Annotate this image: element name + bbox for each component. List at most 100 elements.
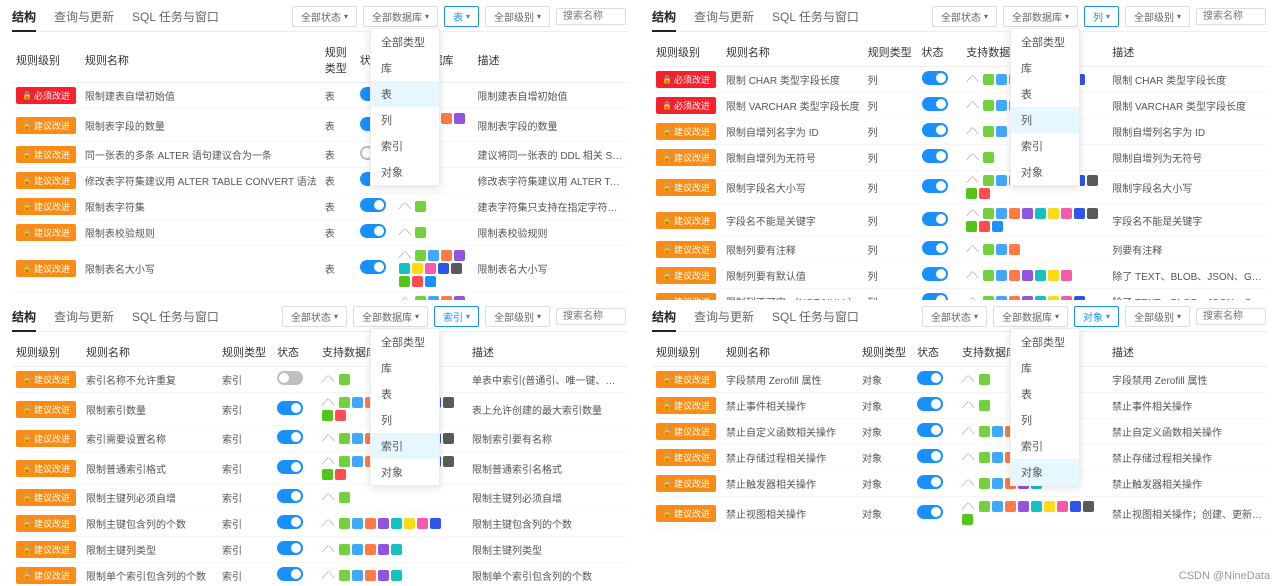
rule-name[interactable]: 限制列不可空 （NOT NULL） (722, 289, 864, 301)
rule-name[interactable]: 限制 CHAR 类型字段长度 (722, 67, 864, 93)
filter-status[interactable]: 全部状态▾ (922, 306, 987, 327)
dropdown-item-object[interactable]: 对象 (1011, 159, 1079, 185)
dropdown-item-db[interactable]: 库 (1011, 55, 1079, 81)
status-toggle[interactable] (277, 430, 303, 444)
dropdown-item-all_type[interactable]: 全部类型 (371, 29, 439, 55)
dropdown-item-column[interactable]: 列 (371, 407, 439, 433)
rule-name[interactable]: 修改表字符集建议用 ALTER TABLE CONVERT 语法 (81, 168, 321, 194)
rule-name[interactable]: 索引需要设置名称 (82, 426, 218, 452)
status-toggle[interactable] (922, 241, 948, 255)
dropdown-item-object[interactable]: 对象 (371, 159, 439, 185)
tab-structure[interactable]: 结构 (652, 8, 676, 32)
dropdown-item-table[interactable]: 表 (371, 81, 439, 107)
status-toggle[interactable] (922, 267, 948, 281)
filter-level[interactable]: 全部级别▾ (1125, 306, 1190, 327)
dropdown-item-table[interactable]: 表 (1011, 381, 1079, 407)
tab-sql[interactable]: SQL 任务与窗口 (132, 308, 219, 325)
status-toggle[interactable] (277, 567, 303, 581)
rule-name[interactable]: 限制 VARCHAR 类型字段长度 (722, 93, 864, 119)
filter-type[interactable]: 表▾ (444, 6, 479, 27)
rule-name[interactable]: 限制表字段的数量 (81, 109, 321, 142)
dropdown-item-table[interactable]: 表 (1011, 81, 1079, 107)
rule-name[interactable]: 限制建表自增初始值 (81, 83, 321, 109)
dropdown-item-db[interactable]: 库 (371, 55, 439, 81)
rule-name[interactable]: 限制主键列必须自增 (82, 485, 218, 511)
tab-sql[interactable]: SQL 任务与窗口 (132, 8, 219, 25)
tab-sql[interactable]: SQL 任务与窗口 (772, 308, 859, 325)
rule-name[interactable]: 限制普通索引格式 (82, 452, 218, 485)
rule-name[interactable]: 限制列要有注释 (722, 237, 864, 263)
filter-level[interactable]: 全部级别▾ (485, 306, 550, 327)
rule-name[interactable]: 限制自增列名字为 ID (722, 119, 864, 145)
status-toggle[interactable] (360, 260, 386, 274)
status-toggle[interactable] (277, 515, 303, 529)
filter-level[interactable]: 全部级别▾ (1125, 6, 1190, 27)
dropdown-item-column[interactable]: 列 (371, 107, 439, 133)
filter-type[interactable]: 对象▾ (1074, 306, 1119, 327)
rule-name[interactable]: 限制单个索引包含列的个数 (82, 563, 218, 586)
dropdown-item-all_type[interactable]: 全部类型 (371, 329, 439, 355)
rule-name[interactable]: 字段禁用 Zerofill 属性 (722, 367, 858, 393)
filter-status[interactable]: 全部状态▾ (292, 6, 357, 27)
status-toggle[interactable] (922, 212, 948, 226)
rule-name[interactable]: 限制表字符集 (81, 194, 321, 220)
rule-name[interactable]: 禁止事件相关操作 (722, 393, 858, 419)
dropdown-item-all_type[interactable]: 全部类型 (1011, 29, 1079, 55)
tab-structure[interactable]: 结构 (12, 308, 36, 332)
filter-db[interactable]: 全部数据库▾ (993, 306, 1068, 327)
dropdown-item-object[interactable]: 对象 (371, 459, 439, 485)
status-toggle[interactable] (922, 71, 948, 85)
rule-name[interactable]: 索引名称不允许重复 (82, 367, 218, 393)
status-toggle[interactable] (922, 97, 948, 111)
rule-name[interactable]: 限制索引数量 (82, 393, 218, 426)
dropdown-item-column[interactable]: 列 (1011, 107, 1079, 133)
filter-db[interactable]: 全部数据库▾ (363, 6, 438, 27)
tab-query[interactable]: 查询与更新 (54, 308, 114, 325)
dropdown-item-index[interactable]: 索引 (371, 433, 439, 459)
dropdown-item-db[interactable]: 库 (371, 355, 439, 381)
tab-sql[interactable]: SQL 任务与窗口 (772, 8, 859, 25)
dropdown-item-column[interactable]: 列 (1011, 407, 1079, 433)
dropdown-item-table[interactable]: 表 (371, 381, 439, 407)
filter-type[interactable]: 索引▾ (434, 306, 479, 327)
rule-name[interactable]: 限制主键包含列的个数 (82, 511, 218, 537)
filter-level[interactable]: 全部级别▾ (485, 6, 550, 27)
tab-structure[interactable]: 结构 (652, 308, 676, 332)
rule-name[interactable]: 同一张表的多条 ALTER 语句建议合为一条 (81, 142, 321, 168)
status-toggle[interactable] (277, 401, 303, 415)
dropdown-item-index[interactable]: 索引 (1011, 433, 1079, 459)
search-input[interactable] (556, 8, 626, 25)
status-toggle[interactable] (277, 371, 303, 385)
rule-name[interactable]: 限制列要有默认值 (722, 263, 864, 289)
rule-name[interactable]: 限制字段名大小写 (722, 171, 864, 204)
filter-type[interactable]: 列▾ (1084, 6, 1119, 27)
status-toggle[interactable] (277, 489, 303, 503)
rule-name[interactable]: 限制表名大小写 (81, 246, 321, 292)
tab-structure[interactable]: 结构 (12, 8, 36, 32)
status-toggle[interactable] (917, 475, 943, 489)
rule-name[interactable]: 限制主键列类型 (82, 537, 218, 563)
status-toggle[interactable] (917, 423, 943, 437)
dropdown-item-index[interactable]: 索引 (1011, 133, 1079, 159)
tab-query[interactable]: 查询与更新 (694, 308, 754, 325)
rule-name[interactable]: 表名不能是关键字 (81, 292, 321, 301)
rule-name[interactable]: 字段名不能是关键字 (722, 204, 864, 237)
filter-db[interactable]: 全部数据库▾ (353, 306, 428, 327)
rule-name[interactable]: 禁止自定义函数相关操作 (722, 419, 858, 445)
status-toggle[interactable] (277, 541, 303, 555)
status-toggle[interactable] (917, 397, 943, 411)
status-toggle[interactable] (922, 293, 948, 300)
dropdown-item-all_type[interactable]: 全部类型 (1011, 329, 1079, 355)
dropdown-item-db[interactable]: 库 (1011, 355, 1079, 381)
search-input[interactable] (1196, 8, 1266, 25)
dropdown-item-object[interactable]: 对象 (1011, 459, 1079, 485)
status-toggle[interactable] (917, 449, 943, 463)
status-toggle[interactable] (922, 123, 948, 137)
status-toggle[interactable] (360, 224, 386, 238)
rule-name[interactable]: 限制表校验规则 (81, 220, 321, 246)
search-input[interactable] (556, 308, 626, 325)
rule-name[interactable]: 禁止触发器相关操作 (722, 471, 858, 497)
rule-name[interactable]: 禁止存储过程相关操作 (722, 445, 858, 471)
status-toggle[interactable] (922, 179, 948, 193)
filter-db[interactable]: 全部数据库▾ (1003, 6, 1078, 27)
